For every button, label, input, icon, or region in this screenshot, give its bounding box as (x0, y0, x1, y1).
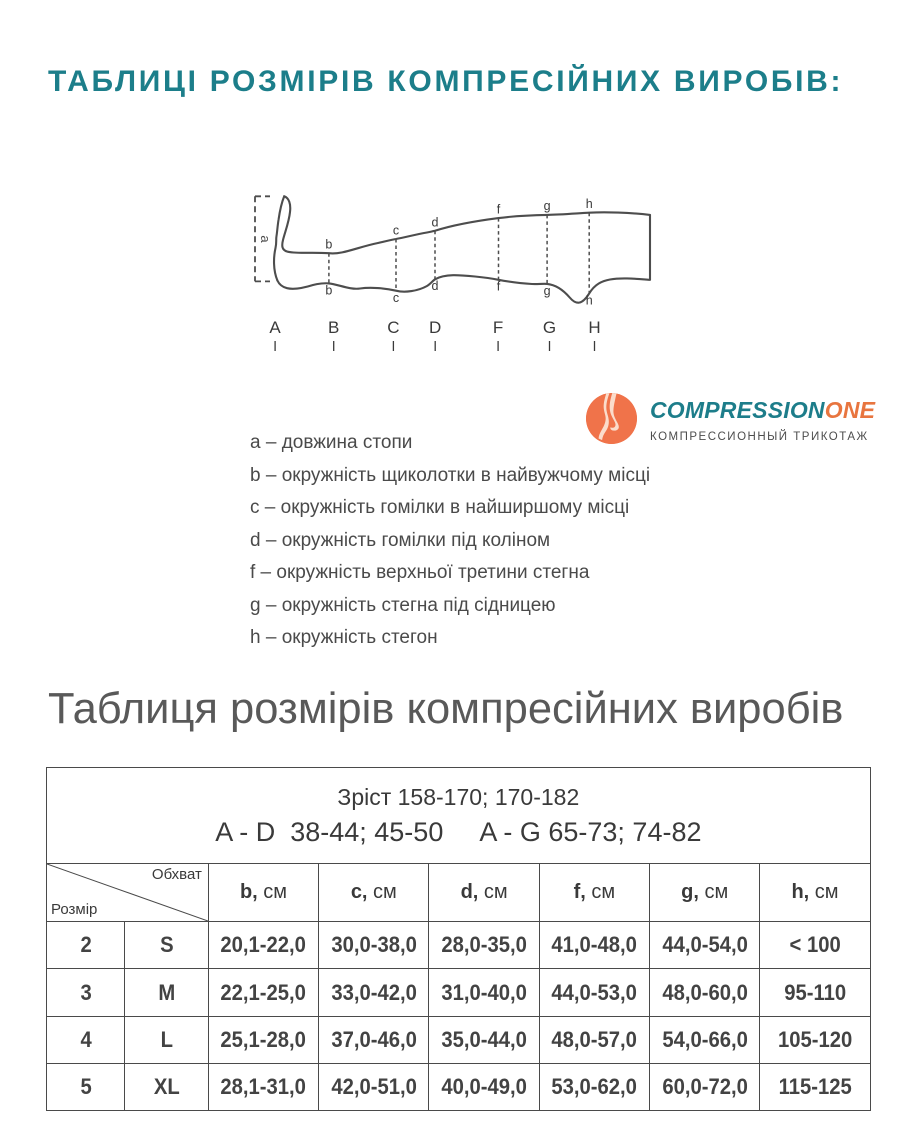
svg-text:a: a (258, 235, 273, 243)
svg-text:g: g (544, 199, 551, 213)
svg-text:F: F (493, 318, 503, 337)
svg-text:c: c (393, 291, 399, 305)
svg-text:d: d (432, 279, 439, 293)
svg-text:b: b (325, 238, 332, 252)
svg-text:A: A (269, 318, 281, 337)
svg-text:f: f (497, 203, 501, 217)
svg-text:G: G (543, 318, 556, 337)
svg-text:h: h (586, 294, 593, 308)
svg-text:h: h (586, 197, 593, 211)
svg-text:B: B (328, 318, 339, 337)
svg-text:D: D (429, 318, 441, 337)
svg-text:f: f (497, 280, 501, 294)
svg-text:H: H (588, 318, 600, 337)
svg-text:c: c (393, 224, 399, 238)
svg-text:C: C (387, 318, 399, 337)
svg-text:d: d (432, 216, 439, 230)
svg-text:b: b (325, 284, 332, 298)
svg-text:g: g (544, 284, 551, 298)
